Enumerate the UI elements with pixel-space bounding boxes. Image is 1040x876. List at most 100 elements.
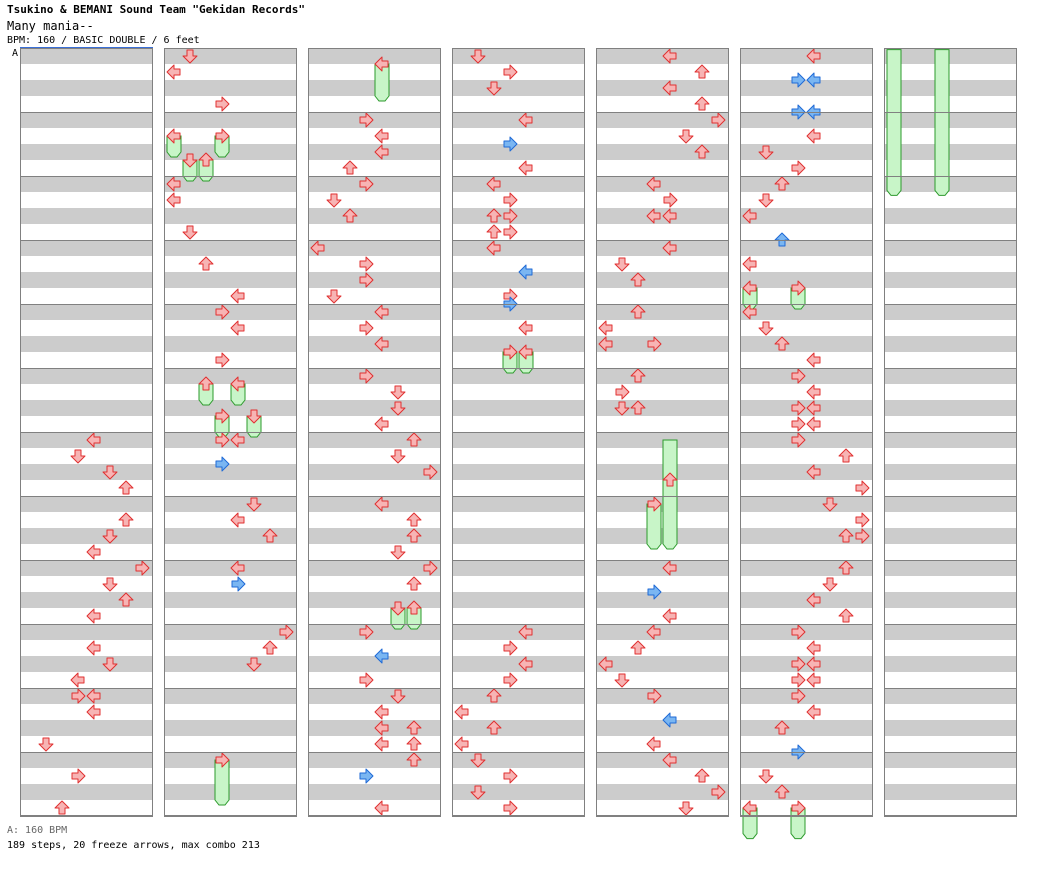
beat-band: [452, 80, 585, 96]
freeze-head-right: [503, 344, 518, 360]
step-arrow-left: [230, 432, 245, 448]
beat-band: [164, 704, 297, 720]
step-arrow-right: [359, 272, 374, 288]
beat-band: [308, 624, 441, 640]
beat-band: [164, 496, 297, 512]
beat-band: [740, 512, 873, 528]
beat-band: [884, 320, 1017, 336]
step-arrow-left: [230, 288, 245, 304]
beat-band: [308, 384, 441, 400]
step-arrow-right: [503, 640, 518, 656]
song-artist: Tsukino & BEMANI Sound Team "Gekidan Rec…: [7, 3, 306, 16]
beat-band: [164, 592, 297, 608]
step-arrow-up: [118, 512, 134, 527]
beat-band: [452, 288, 585, 304]
step-arrow-up: [694, 96, 710, 111]
beat-band: [740, 256, 873, 272]
beat-band: [452, 272, 585, 288]
step-arrow-left: [646, 736, 661, 752]
beat-band: [884, 64, 1017, 80]
step-arrow-right: [791, 400, 806, 416]
beat-band: [740, 64, 873, 80]
beat-band: [164, 480, 297, 496]
beat-band: [596, 352, 729, 368]
beat-band: [884, 112, 1017, 128]
beat-band: [452, 368, 585, 384]
offbeat-arrow-left: [662, 712, 677, 728]
step-arrow-up: [406, 736, 422, 751]
step-arrow-left: [518, 656, 533, 672]
beat-band: [308, 272, 441, 288]
beat-band: [740, 192, 873, 208]
beat-band: [740, 96, 873, 112]
beat-band: [452, 144, 585, 160]
beat-band: [596, 720, 729, 736]
step-arrow-left: [806, 672, 821, 688]
step-arrow-down: [390, 385, 406, 400]
step-arrow-up: [774, 784, 790, 799]
beat-band: [20, 48, 153, 64]
beat-band: [452, 192, 585, 208]
step-arrow-up: [774, 176, 790, 191]
beat-band: [884, 448, 1017, 464]
beat-band: [20, 272, 153, 288]
beat-band: [884, 48, 1017, 64]
step-arrow-right: [791, 800, 806, 816]
beat-band: [20, 800, 153, 816]
beat-band: [596, 672, 729, 688]
beat-band: [308, 192, 441, 208]
beat-band: [596, 800, 729, 816]
beat-band: [740, 272, 873, 288]
step-arrow-up: [406, 528, 422, 543]
beat-band: [740, 784, 873, 800]
beat-band: [308, 368, 441, 384]
beat-band: [20, 448, 153, 464]
step-arrow-down: [102, 465, 118, 480]
step-arrow-down: [246, 497, 262, 512]
step-arrow-left: [518, 160, 533, 176]
beat-band: [308, 480, 441, 496]
step-arrow-left: [70, 672, 85, 688]
beat-band: [20, 656, 153, 672]
beat-band: [884, 400, 1017, 416]
freeze-head-up: [198, 152, 214, 167]
beat-band: [452, 608, 585, 624]
step-arrow-down: [758, 145, 774, 160]
step-arrow-down: [614, 401, 630, 416]
beat-band: [884, 800, 1017, 816]
beat-band: [884, 144, 1017, 160]
beat-band: [164, 624, 297, 640]
beat-band: [20, 304, 153, 320]
step-arrow-right: [359, 112, 374, 128]
beat-band: [164, 64, 297, 80]
beat-band: [452, 176, 585, 192]
step-arrow-left: [454, 704, 469, 720]
step-arrow-down: [390, 449, 406, 464]
step-arrow-right: [647, 336, 662, 352]
beat-band: [884, 656, 1017, 672]
step-arrow-right: [791, 368, 806, 384]
arrow-layer: [38, 48, 870, 816]
step-arrow-right: [663, 192, 678, 208]
step-arrow-down: [614, 673, 630, 688]
beat-band: [308, 208, 441, 224]
freeze-body: [166, 135, 182, 158]
beat-band: [452, 432, 585, 448]
column-border: [164, 48, 297, 816]
step-arrow-up: [406, 432, 422, 447]
beat-band: [452, 304, 585, 320]
beat-band: [20, 768, 153, 784]
beat-band: [20, 128, 153, 144]
beat-band: [452, 240, 585, 256]
beat-band: [740, 720, 873, 736]
beat-band: [596, 624, 729, 640]
beat-band: [164, 256, 297, 272]
beat-band: [884, 688, 1017, 704]
step-arrow-up: [774, 336, 790, 351]
beat-band: [308, 544, 441, 560]
beat-band: [596, 320, 729, 336]
beat-band: [164, 192, 297, 208]
step-arrow-left: [374, 720, 389, 736]
step-arrow-right: [359, 320, 374, 336]
beat-band: [20, 720, 153, 736]
